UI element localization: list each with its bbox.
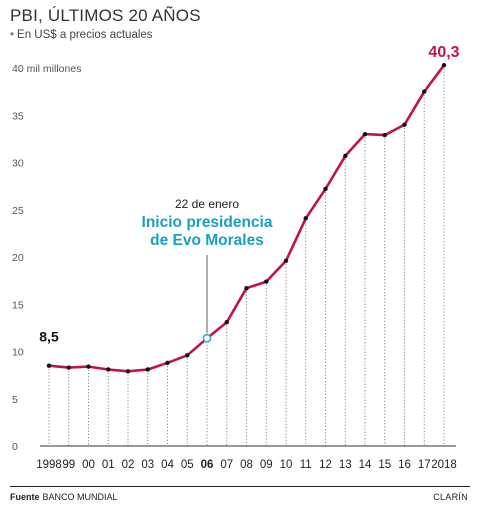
x-tick-label: 03	[141, 459, 154, 471]
data-point	[244, 285, 249, 291]
data-point	[264, 279, 269, 284]
y-tick-label: 30	[12, 158, 24, 170]
start-value-label: 8,5	[39, 329, 59, 345]
x-tick-label: 05	[181, 459, 194, 471]
x-tick-label: 04	[161, 459, 174, 471]
subtitle-text: En US$ a precios actuales	[17, 29, 153, 41]
subtitle-bullet: •	[10, 29, 15, 41]
x-tick-label: 08	[240, 459, 253, 471]
data-point	[165, 360, 170, 366]
x-tick-label: 07	[220, 459, 233, 471]
data-point	[106, 367, 111, 372]
data-point	[362, 131, 368, 137]
data-point	[145, 367, 150, 372]
series-points	[46, 62, 447, 374]
data-point	[441, 62, 447, 68]
data-point	[382, 132, 387, 138]
x-tick-label: 10	[280, 459, 293, 471]
y-tick-label: 10	[12, 347, 24, 359]
x-tick-label: 12	[319, 459, 332, 471]
x-gridlines	[48, 65, 445, 446]
data-point	[66, 365, 71, 370]
x-tick-label: 06	[201, 459, 214, 471]
x-tick-label: 16	[398, 459, 411, 471]
data-point	[125, 369, 131, 374]
x-tick-label: 17	[418, 459, 431, 471]
x-axis-ticks: 1998 99 00 01 02 03 04 05 06 07 08 09 10 11 12 13 14 15 16…	[36, 459, 457, 471]
x-tick-label: 01	[102, 459, 115, 471]
x-tick-label: 1998	[36, 459, 62, 471]
source-label: Fuente	[10, 492, 40, 502]
data-point	[422, 89, 427, 94]
chart-subtitle: • En US$ a precios actuales	[10, 29, 153, 41]
data-point	[86, 364, 91, 369]
annotation-title-line2: de Evo Morales	[150, 232, 264, 249]
source-credit: Fuente BANCO MUNDIAL	[10, 492, 118, 502]
data-point	[185, 353, 190, 358]
data-point	[224, 320, 229, 325]
x-tick-label: 09	[260, 459, 273, 471]
y-tick-label: 15	[12, 299, 24, 311]
annotation-date: 22 de enero	[175, 197, 239, 211]
x-tick-label: 02	[122, 459, 135, 471]
x-tick-label: 00	[82, 459, 95, 471]
source-value: BANCO MUNDIAL	[42, 492, 118, 502]
data-point	[46, 363, 52, 368]
highlight-point	[202, 333, 212, 343]
x-tick-label: 99	[62, 459, 75, 471]
data-point	[323, 186, 328, 192]
x-tick-label: 14	[359, 459, 372, 471]
data-point	[303, 216, 308, 221]
footer-divider	[10, 486, 470, 487]
chart-title: PBI, ÚLTIMOS 20 AÑOS	[10, 6, 201, 25]
y-axis-ticks: 0 5 10 15 20 25 30 35 40 mil millones	[12, 63, 81, 453]
y-tick-label: 40 mil millones	[12, 63, 81, 75]
data-point	[283, 258, 289, 263]
x-tick-label: 13	[339, 459, 352, 471]
end-value-label: 40,3	[428, 44, 459, 61]
x-tick-label: 11	[300, 459, 312, 471]
brand-credit: CLARÍN	[433, 492, 468, 502]
annotation-title-line1: Inicio presidencia	[142, 214, 273, 231]
data-point	[402, 122, 407, 127]
y-tick-label: 0	[12, 441, 18, 453]
x-tick-label: 15	[378, 459, 391, 471]
y-tick-label: 25	[12, 205, 24, 217]
y-tick-label: 5	[12, 394, 18, 406]
data-point	[343, 153, 348, 159]
y-tick-label: 20	[12, 252, 24, 264]
y-tick-label: 35	[12, 110, 24, 122]
x-tick-label: 2018	[431, 459, 457, 471]
